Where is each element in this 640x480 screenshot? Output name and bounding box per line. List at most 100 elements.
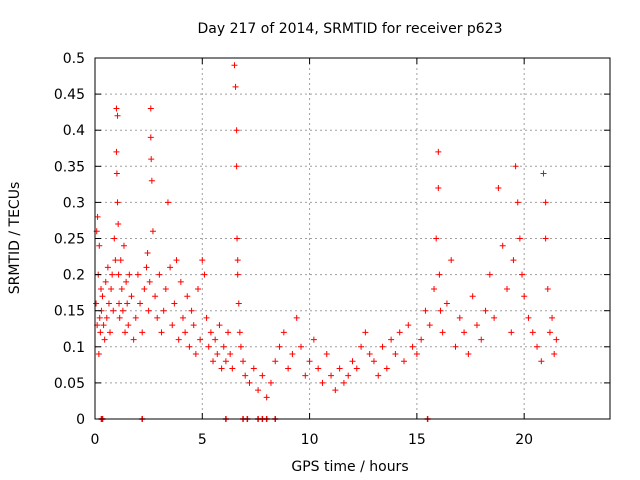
data-point bbox=[469, 293, 476, 300]
data-point bbox=[234, 257, 241, 264]
x-tick-label: 5 bbox=[198, 432, 207, 448]
data-point bbox=[112, 257, 119, 264]
data-point bbox=[179, 314, 186, 321]
data-point bbox=[104, 264, 111, 271]
data-point bbox=[95, 351, 102, 358]
data-point bbox=[456, 314, 463, 321]
data-point bbox=[107, 329, 114, 336]
data-point bbox=[409, 343, 416, 350]
data-point bbox=[549, 314, 556, 321]
y-tick-label: 0 bbox=[76, 412, 85, 428]
chart-title: Day 217 of 2014, SRMTID for receiver p62… bbox=[197, 21, 502, 37]
data-point bbox=[98, 286, 105, 293]
data-point bbox=[99, 293, 106, 300]
data-point bbox=[235, 300, 242, 307]
data-point bbox=[306, 358, 313, 365]
data-point bbox=[145, 307, 152, 314]
data-point bbox=[439, 329, 446, 336]
y-tick-label: 0.5 bbox=[63, 51, 85, 67]
data-point bbox=[553, 336, 560, 343]
data-point bbox=[175, 336, 182, 343]
data-point bbox=[101, 336, 108, 343]
data-point bbox=[190, 322, 197, 329]
data-point bbox=[148, 156, 155, 163]
data-point bbox=[154, 314, 161, 321]
data-point bbox=[396, 329, 403, 336]
data-point bbox=[504, 286, 510, 293]
data-point bbox=[109, 271, 116, 278]
data-point bbox=[125, 322, 132, 329]
data-point bbox=[227, 351, 234, 358]
data-point bbox=[233, 127, 240, 134]
data-point bbox=[272, 358, 279, 365]
data-point bbox=[250, 365, 257, 372]
x-axis-label: GPS time / hours bbox=[291, 459, 408, 475]
data-point bbox=[169, 322, 176, 329]
y-tick-label: 0.45 bbox=[54, 87, 85, 103]
data-point bbox=[267, 379, 274, 386]
data-point bbox=[448, 257, 455, 264]
data-point bbox=[345, 372, 352, 379]
y-tick-label: 0.05 bbox=[54, 376, 85, 392]
data-point bbox=[197, 336, 204, 343]
x-tick-label: 10 bbox=[301, 432, 319, 448]
data-point bbox=[519, 271, 526, 278]
data-point bbox=[207, 329, 214, 336]
axis-ticks: 0 0.05 0.1 0.15 0.2 0.25 0.3 0.35 0.4 0.45 0.5 0 5 10… bbox=[54, 51, 610, 448]
data-point bbox=[521, 293, 528, 300]
data-point bbox=[516, 235, 523, 242]
data-point bbox=[375, 372, 382, 379]
y-tick-label: 0.4 bbox=[63, 123, 85, 139]
data-point bbox=[231, 62, 238, 69]
y-tick-label: 0.1 bbox=[63, 340, 85, 356]
data-point bbox=[392, 351, 399, 358]
data-point bbox=[214, 351, 221, 358]
data-point bbox=[186, 343, 193, 350]
data-point bbox=[358, 343, 365, 350]
data-point bbox=[128, 293, 135, 300]
data-point bbox=[540, 170, 547, 177]
data-point bbox=[328, 372, 335, 379]
data-point bbox=[529, 329, 536, 336]
data-point bbox=[461, 329, 468, 336]
data-point bbox=[188, 307, 195, 314]
data-point bbox=[141, 286, 148, 293]
data-point bbox=[111, 235, 118, 242]
data-point bbox=[205, 343, 212, 350]
data-point bbox=[143, 264, 150, 271]
data-point bbox=[152, 293, 159, 300]
data-point bbox=[137, 300, 144, 307]
y-tick-label: 0.25 bbox=[54, 232, 85, 248]
data-point bbox=[110, 307, 117, 314]
y-tick-label: 0.15 bbox=[54, 304, 85, 320]
data-point bbox=[544, 286, 551, 293]
data-point bbox=[162, 286, 169, 293]
data-point bbox=[130, 336, 137, 343]
data-point bbox=[298, 343, 304, 350]
grid-lines bbox=[95, 58, 610, 419]
data-point bbox=[132, 314, 139, 321]
data-point bbox=[366, 351, 373, 358]
data-point bbox=[156, 271, 163, 278]
data-point bbox=[117, 257, 124, 264]
data-point bbox=[225, 329, 232, 336]
data-point bbox=[413, 351, 420, 358]
data-point bbox=[534, 343, 541, 350]
data-point bbox=[139, 329, 146, 336]
data-point bbox=[436, 271, 443, 278]
data-point bbox=[383, 365, 390, 372]
data-point bbox=[100, 322, 107, 329]
data-point bbox=[246, 379, 253, 386]
data-point bbox=[435, 184, 442, 191]
x-tick-label: 20 bbox=[515, 432, 533, 448]
data-point bbox=[255, 387, 262, 394]
data-point bbox=[115, 221, 122, 228]
data-point bbox=[237, 343, 244, 350]
x-tick-label: 0 bbox=[91, 432, 100, 448]
data-point bbox=[116, 314, 123, 321]
data-point bbox=[147, 134, 154, 141]
data-point bbox=[124, 300, 131, 307]
data-point bbox=[182, 329, 189, 336]
data-point bbox=[242, 372, 249, 379]
